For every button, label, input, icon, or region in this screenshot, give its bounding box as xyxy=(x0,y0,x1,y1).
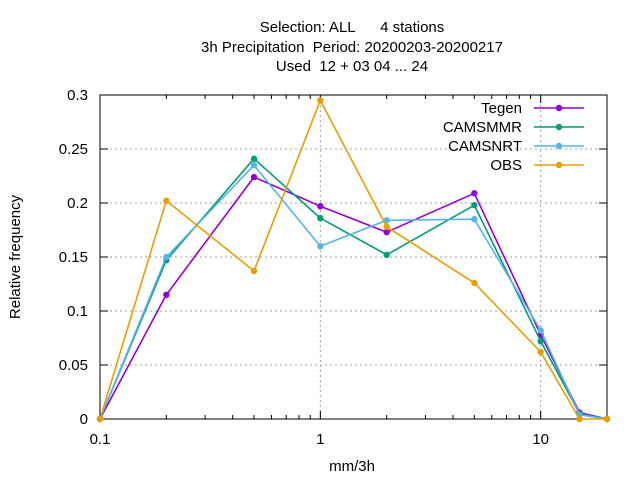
data-point-obs xyxy=(603,415,611,423)
data-point-camsnrt xyxy=(317,243,324,250)
data-point-tegen xyxy=(163,291,170,298)
y-tick-label: 0.1 xyxy=(67,303,88,320)
y-tick-label: 0.15 xyxy=(59,249,88,266)
grid xyxy=(100,95,607,419)
y-tick-label: 0.05 xyxy=(59,357,88,374)
data-point-camsnrt xyxy=(383,217,390,224)
y-tick-label: 0.2 xyxy=(67,195,88,212)
data-point-obs xyxy=(317,97,324,104)
y-tick-label: 0 xyxy=(80,411,88,428)
legend: Tegen CAMSMMR CAMSNRT OBS xyxy=(443,100,584,174)
legend-label: CAMSNRT xyxy=(448,138,522,155)
data-point-obs xyxy=(250,267,258,275)
data-point-obs xyxy=(383,223,390,230)
title-line-3: Used 12 + 03 04 ... 24 xyxy=(276,58,428,75)
axis-ticks: 0 0.05 0.1 0.15 0.2 0.25 0.3 0.1 1 10 xyxy=(59,87,607,448)
data-point-tegen xyxy=(383,228,390,236)
legend-marker xyxy=(555,104,563,112)
series-line-tegen xyxy=(99,176,608,420)
data-point-camsnrt xyxy=(163,253,170,261)
y-tick-label: 0.3 xyxy=(67,87,88,104)
x-tick-label: 0.1 xyxy=(90,431,111,448)
data-point-obs xyxy=(96,415,104,423)
title-line-2: 3h Precipitation Period: 20200203-202002… xyxy=(201,39,503,56)
legend-marker xyxy=(555,123,563,131)
data-point-camsmmr xyxy=(383,251,390,259)
data-point-camsnrt xyxy=(471,216,478,223)
series-layer xyxy=(96,97,611,423)
data-point-tegen xyxy=(471,190,478,197)
x-tick-label: 10 xyxy=(532,431,549,448)
legend-marker xyxy=(555,161,563,169)
y-tick-label: 0.25 xyxy=(59,141,88,158)
data-point-camsmmr xyxy=(250,155,258,162)
series-line-camsmmr xyxy=(99,157,608,420)
data-point-obs xyxy=(537,348,544,356)
legend-marker xyxy=(555,142,563,150)
data-point-tegen xyxy=(317,203,324,210)
data-point-obs xyxy=(576,415,583,423)
data-point-camsmmr xyxy=(471,201,478,209)
chart-title: Selection: ALL 4 stations 3h Precipitati… xyxy=(201,19,503,75)
data-point-tegen xyxy=(250,173,258,181)
legend-label: Tegen xyxy=(481,100,522,117)
legend-label: CAMSMMR xyxy=(443,119,522,136)
x-tick-label: 1 xyxy=(316,431,324,448)
data-point-camsnrt xyxy=(537,327,544,334)
y-axis-label: Relative frequency xyxy=(7,194,24,319)
data-point-camsmmr xyxy=(537,338,544,345)
data-point-camsnrt xyxy=(250,162,258,169)
x-axis-label: mm/3h xyxy=(329,458,375,475)
data-point-camsmmr xyxy=(317,214,324,222)
series-line-obs xyxy=(99,99,607,420)
data-point-obs xyxy=(163,197,170,205)
title-line-1: Selection: ALL 4 stations xyxy=(260,19,445,36)
legend-label: OBS xyxy=(490,157,522,174)
data-point-obs xyxy=(471,279,478,287)
